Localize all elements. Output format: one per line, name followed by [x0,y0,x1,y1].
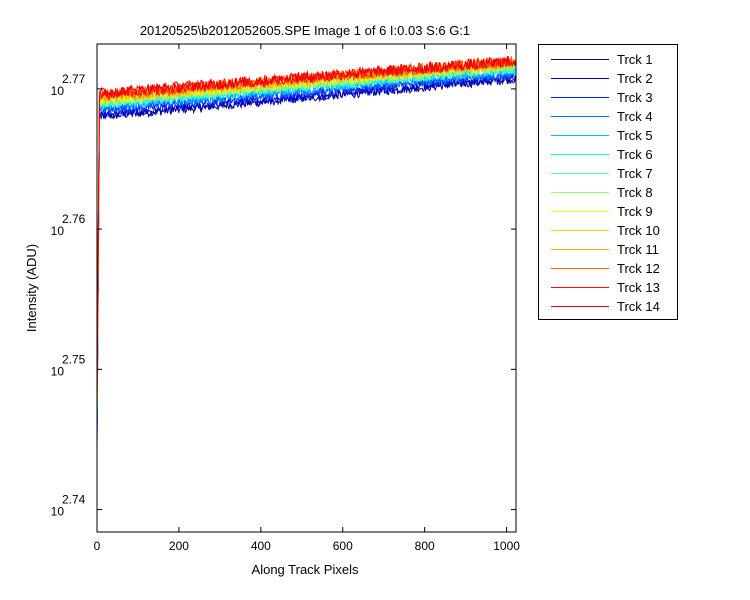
series-line-10 [96,59,517,412]
legend-label: Trck 1 [617,52,653,67]
legend-swatch [551,116,609,117]
y-tick-base: 10 [51,505,65,519]
legend-item: Trck 11 [539,240,677,259]
legend-item: Trck 3 [539,88,677,107]
x-tick-label: 0 [94,539,101,553]
legend-item: Trck 1 [539,50,677,69]
legend-item: Trck 7 [539,164,677,183]
series-lines [96,55,517,454]
legend-item: Trck 8 [539,183,677,202]
legend-swatch [551,268,609,269]
x-tick-label: 200 [169,539,189,553]
legend-label: Trck 11 [617,242,659,257]
legend-label: Trck 5 [617,128,653,143]
legend-swatch [551,78,609,79]
legend-item: Trck 10 [539,221,677,240]
legend-label: Trck 13 [617,280,660,295]
legend-item: Trck 12 [539,259,677,278]
chart-title: 20120525\b2012052605.SPE Image 1 of 6 I:… [140,23,470,38]
x-axis-label: Along Track Pixels [252,562,359,577]
legend-item: Trck 4 [539,107,677,126]
y-tick-base: 10 [51,84,65,98]
legend-label: Trck 10 [617,223,660,238]
legend-item: Trck 9 [539,202,677,221]
legend-item: Trck 14 [539,297,677,316]
legend-swatch [551,306,609,307]
legend-label: Trck 2 [617,71,653,86]
legend-item: Trck 13 [539,278,677,297]
legend-swatch [551,287,609,288]
legend-swatch [551,59,609,60]
x-tick-label: 800 [415,539,435,553]
legend-swatch [551,192,609,193]
x-tick-label: 400 [251,539,271,553]
legend-label: Trck 6 [617,147,653,162]
series-line-6 [96,64,516,423]
legend-label: Trck 3 [617,90,653,105]
series-line-2 [96,74,517,454]
series-line-1 [96,75,517,429]
y-tick-exponent: 2.76 [62,212,86,226]
series-line-3 [96,71,516,440]
legend-swatch [551,173,609,174]
series-line-8 [96,62,517,418]
legend-label: Trck 14 [617,299,660,314]
legend-swatch [551,97,609,98]
y-axis-label: Intensity (ADU) [24,244,39,332]
x-tick-label: 1000 [493,539,520,553]
y-tick-base: 10 [51,224,65,238]
legend-swatch [551,154,609,155]
legend-item: Trck 6 [539,145,677,164]
series-line-9 [96,60,517,415]
axis-ticks: 0 200 400 600 800 1000102.74102.75102.76102.7… [51,44,520,553]
series-line-14 [96,56,517,401]
legend: Trck 1 Trck 2 Trck 3 Trck 4 Trck 5 Trck 6 Trck… [538,44,678,320]
y-tick-exponent: 2.74 [62,493,86,507]
legend-item: Trck 5 [539,126,677,145]
series-line-4 [96,68,517,433]
x-tick-label: 600 [333,539,353,553]
y-tick-exponent: 2.75 [62,352,86,366]
series-line-5 [96,66,516,426]
legend-swatch [551,135,609,136]
legend-label: Trck 7 [617,166,653,181]
legend-swatch [551,249,609,250]
legend-label: Trck 12 [617,261,660,276]
y-tick-exponent: 2.77 [62,72,86,86]
legend-item: Trck 2 [539,69,677,88]
y-tick-base: 10 [51,364,65,378]
legend-label: Trck 4 [617,109,653,124]
axes-box [96,43,517,533]
legend-swatch [551,230,609,231]
legend-label: Trck 9 [617,204,653,219]
legend-swatch [551,211,609,212]
legend-label: Trck 8 [617,185,653,200]
series-line-7 [96,63,517,420]
